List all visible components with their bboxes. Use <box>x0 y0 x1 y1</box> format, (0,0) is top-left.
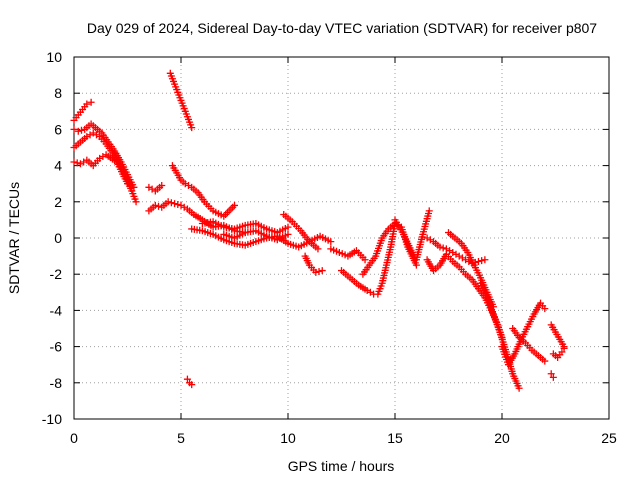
data-point <box>515 384 523 392</box>
y-tick-label: -4 <box>50 302 63 318</box>
series-p807-h1 <box>423 250 506 342</box>
data-point <box>481 256 489 264</box>
series-p807-h8 <box>549 344 568 361</box>
series-p807-early-b <box>70 120 138 191</box>
data-point <box>188 124 196 132</box>
data-point <box>547 370 555 378</box>
x-tick-label: 20 <box>494 430 510 446</box>
data-point <box>327 238 335 246</box>
y-tick-label: 6 <box>54 121 62 137</box>
data-point <box>314 245 322 253</box>
series-p807-early-c <box>70 129 140 206</box>
data-point <box>231 201 238 209</box>
x-tick-label: 25 <box>601 430 617 446</box>
data-point <box>74 127 82 135</box>
series-p807-b2 <box>145 182 166 195</box>
data-point <box>87 98 95 106</box>
data-point <box>174 201 182 209</box>
data-point <box>318 267 326 275</box>
data-point <box>560 344 568 352</box>
series-p807-g2 <box>374 220 399 298</box>
data-point <box>70 125 78 133</box>
data-point <box>73 159 81 167</box>
data-point <box>425 207 433 215</box>
data-point <box>158 182 166 190</box>
series-p807-mid-d <box>280 210 322 253</box>
y-axis-label: SDTVAR / TECUs <box>6 182 22 294</box>
axis-ticks: 0 5 10 15 20 25 -10 -8 -6 -4 -2 0 2 4 6 8 10 <box>42 49 617 446</box>
series-p807-mid-g <box>338 267 378 298</box>
y-tick-label: 2 <box>54 194 62 210</box>
data-point <box>77 126 85 134</box>
series-p807-mid-c <box>220 227 292 244</box>
data-point <box>558 348 566 356</box>
data-point <box>284 223 292 231</box>
data-point <box>549 373 557 381</box>
y-tick-label: -8 <box>50 375 63 391</box>
data-point <box>439 244 447 252</box>
x-tick-label: 15 <box>387 430 403 446</box>
chart-title: Day 029 of 2024, Sidereal Day-to-day VTE… <box>87 20 597 36</box>
series-p807-mid-e <box>301 252 326 276</box>
data-point <box>83 100 91 108</box>
data-point <box>436 243 444 251</box>
y-tick-label: -2 <box>50 266 63 282</box>
data-point <box>151 201 159 209</box>
data-point <box>155 202 163 210</box>
data-point <box>541 305 549 313</box>
data-point <box>183 375 191 383</box>
y-tick-label: 4 <box>54 158 62 174</box>
y-tick-label: 8 <box>54 85 62 101</box>
data-point <box>312 268 320 276</box>
series-p807-b3 <box>168 162 238 220</box>
x-tick-label: 5 <box>177 430 185 446</box>
series-p807-g3 <box>391 207 433 264</box>
data-points <box>70 69 568 392</box>
y-tick-label: 10 <box>46 49 62 65</box>
data-point <box>164 198 172 206</box>
data-point <box>315 267 323 275</box>
data-point <box>124 180 131 188</box>
series-p807-mid-f <box>327 245 369 264</box>
data-point <box>284 230 292 238</box>
y-tick-label: 0 <box>54 230 62 246</box>
series-p807-h7 <box>547 321 568 351</box>
data-point <box>167 199 175 207</box>
y-tick-label: -10 <box>42 411 62 427</box>
data-point <box>130 183 138 191</box>
data-point <box>70 158 78 166</box>
data-point <box>188 381 196 389</box>
data-point <box>474 258 482 266</box>
data-point <box>132 198 140 206</box>
data-point <box>171 200 179 208</box>
data-point <box>361 256 369 264</box>
x-tick-label: 10 <box>280 430 296 446</box>
series-p807-low <box>183 375 196 389</box>
series-p807-mid-b <box>198 218 292 237</box>
series-p807-h9 <box>547 370 557 381</box>
x-tick-label: 0 <box>70 430 78 446</box>
series-p807-spike <box>166 69 196 132</box>
x-axis-label: GPS time / hours <box>288 458 395 474</box>
y-tick-label: -6 <box>50 339 63 355</box>
grid <box>74 57 609 419</box>
series-p807-early-d <box>70 151 131 188</box>
data-point <box>541 357 549 365</box>
data-point <box>478 257 486 265</box>
series-p807-h5 <box>498 299 549 369</box>
series-p807-early-a <box>70 98 95 124</box>
series-p807-h6 <box>509 325 549 365</box>
